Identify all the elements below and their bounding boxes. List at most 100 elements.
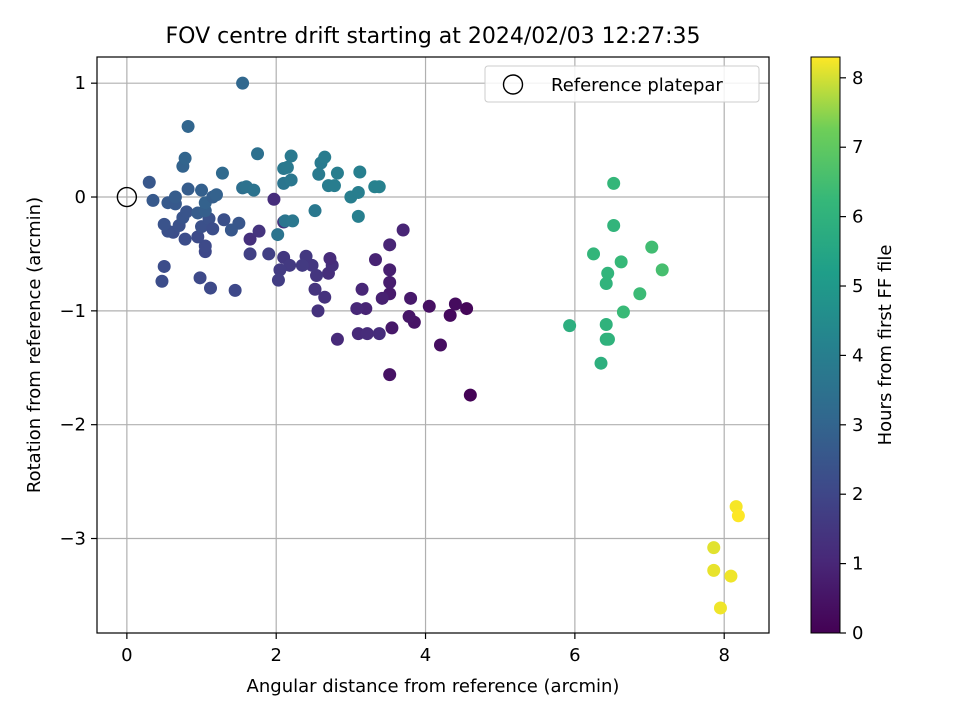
data-point — [271, 228, 285, 242]
data-point — [359, 302, 373, 316]
y-axis-label: Rotation from reference (arcmin) — [24, 197, 45, 493]
data-point — [193, 271, 207, 285]
data-point — [351, 185, 365, 199]
data-point — [327, 179, 341, 193]
colorbar-ticks: 0 1 2 3 4 5 6 7 8 — [840, 68, 863, 644]
legend-box — [484, 65, 760, 103]
legend-marker-circle-icon — [502, 74, 524, 95]
data-point — [396, 223, 410, 237]
data-point — [286, 214, 300, 228]
data-point — [724, 569, 738, 583]
data-point — [168, 190, 182, 204]
data-point — [206, 222, 220, 236]
y-tick-label: −2 — [59, 415, 86, 436]
data-point — [463, 388, 477, 402]
data-point — [360, 327, 374, 341]
data-point — [655, 263, 669, 277]
data-point — [599, 277, 613, 291]
x-axis-label: Angular distance from reference (arcmin) — [247, 676, 620, 697]
data-point — [330, 332, 344, 346]
data-point — [599, 318, 613, 332]
colorbar-label: Hours from first FF file — [875, 245, 896, 446]
y-tick-label: −3 — [59, 529, 86, 550]
data-point — [191, 230, 205, 244]
data-point — [323, 251, 337, 265]
data-point — [198, 239, 212, 253]
colorbar-tick-label: 5 — [852, 276, 863, 297]
data-point — [308, 204, 322, 218]
data-point — [713, 601, 727, 615]
data-point — [385, 321, 399, 335]
colorbar-tick-label: 6 — [852, 207, 863, 228]
data-point — [443, 308, 457, 322]
data-point — [353, 165, 367, 179]
colorbar-tick-label: 8 — [852, 68, 863, 89]
data-point — [243, 232, 257, 246]
data-point — [224, 223, 238, 237]
data-point — [601, 266, 615, 280]
data-point — [594, 356, 608, 370]
data-point — [284, 173, 298, 187]
data-point — [614, 255, 628, 269]
data-point — [369, 253, 383, 267]
colorbar-tick-label: 4 — [852, 345, 863, 366]
data-point — [633, 287, 647, 301]
data-point — [236, 76, 250, 90]
colorbar-tick-label: 0 — [852, 623, 863, 644]
y-tick-label: −1 — [59, 301, 86, 322]
colorbar-tick-label: 1 — [852, 554, 863, 575]
data-point — [209, 188, 223, 202]
data-point — [178, 151, 192, 165]
colorbar-tick-label: 7 — [852, 137, 863, 158]
reference-platepar-marker — [116, 186, 138, 208]
data-point — [243, 247, 257, 261]
data-point — [262, 247, 276, 261]
colorbar-tick-label: 3 — [852, 415, 863, 436]
colorbar-gradient — [810, 56, 841, 634]
y-tick-label: 0 — [75, 187, 86, 208]
data-point — [203, 281, 217, 295]
x-tick-label: 4 — [420, 645, 431, 666]
data-point — [645, 240, 659, 254]
data-point — [383, 368, 397, 382]
data-point — [215, 166, 229, 180]
data-point — [318, 290, 332, 304]
data-point — [707, 563, 721, 577]
data-point — [460, 302, 474, 316]
data-point — [284, 149, 298, 163]
data-point — [372, 327, 386, 341]
data-point — [422, 299, 436, 313]
chart-title: FOV centre drift starting at 2024/02/03 … — [166, 24, 701, 49]
data-point — [312, 167, 326, 181]
data-point — [601, 332, 615, 346]
data-point — [563, 319, 577, 333]
data-point — [318, 150, 332, 164]
data-point — [587, 247, 601, 261]
data-point — [404, 291, 418, 305]
colorbar-tick-label: 2 — [852, 484, 863, 505]
data-point — [157, 217, 171, 231]
data-point — [283, 258, 297, 272]
data-point — [607, 218, 621, 232]
data-point — [402, 310, 416, 324]
data-point — [181, 182, 195, 196]
x-tick-label: 0 — [121, 645, 132, 666]
data-point — [433, 338, 447, 352]
data-point — [375, 291, 389, 305]
data-point — [146, 193, 160, 207]
y-axis-ticks: −3 −2 −1 0 1 — [59, 73, 97, 550]
data-point — [351, 209, 365, 223]
data-point — [157, 259, 171, 273]
data-point — [372, 180, 386, 194]
y-tick-label: 1 — [75, 73, 86, 94]
data-point — [707, 541, 721, 555]
data-point — [178, 232, 192, 246]
data-point — [295, 258, 309, 272]
data-point — [310, 269, 324, 283]
data-point — [247, 183, 261, 197]
data-point — [155, 274, 169, 288]
data-point — [217, 213, 231, 227]
data-point — [267, 192, 281, 206]
data-point — [383, 263, 397, 277]
